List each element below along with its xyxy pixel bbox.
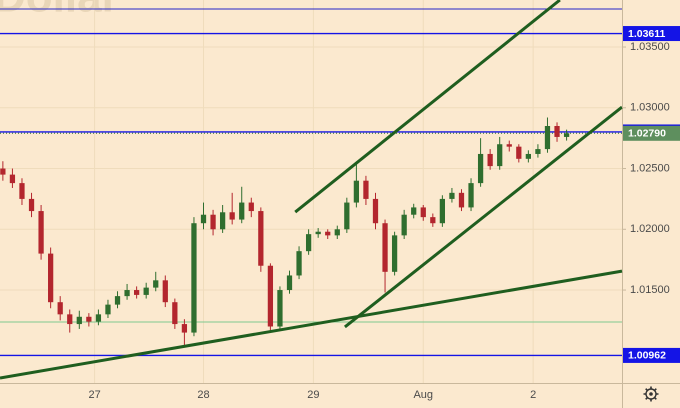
candle-body [258,211,264,266]
candle-body [525,153,531,159]
candles [0,117,570,348]
candle-body [439,198,446,224]
trendline [0,269,623,380]
candle-body [105,304,111,315]
candle-body [563,133,570,137]
x-tick-label: 28 [197,389,209,401]
candle-body [554,126,560,137]
price-tag-label: 1.02790 [628,128,666,140]
candle-body [86,316,92,322]
candle-body [353,180,360,203]
candle-body [535,149,541,154]
candle-body [468,183,474,208]
y-tick-label: 1.03000 [630,102,670,114]
candle-body [67,314,73,325]
candle-body [334,229,340,236]
candle-body [382,223,388,272]
candle-body [315,231,321,235]
candle-body [9,174,16,184]
price-tag [623,125,680,141]
candle-body [0,168,6,175]
y-tick-label: 1.01500 [630,284,670,296]
candle-body [325,231,331,236]
candle-body [134,290,140,295]
candle-body [200,214,207,224]
trendline [343,105,623,329]
trendline [294,0,561,214]
candle-body [219,212,226,230]
x-tick-label: 29 [307,389,319,401]
candle-body [487,153,493,167]
gear-hub [649,392,653,396]
candle-body [506,144,512,147]
y-tick-label: 1.02500 [630,162,670,174]
settings-button[interactable] [643,386,659,402]
candle-body [114,296,121,305]
candle-body [516,146,522,159]
candle-body [153,280,159,288]
candle-body [449,192,455,199]
candle-body [229,212,235,220]
price-tag-label: 1.03611 [628,28,666,40]
candle-body [420,207,426,218]
candle-body [296,251,302,276]
x-tick-label: 2 [530,389,536,401]
price-tag [623,347,680,363]
candle-body [38,211,44,254]
candle-body [305,234,312,252]
candle-body [363,180,369,199]
levels [0,8,622,357]
candle-body [181,324,188,333]
candle-body [172,302,178,325]
candle-body [210,214,216,230]
candle-body [267,265,274,327]
candle-body [95,314,102,322]
price-tag-label: 1.00962 [628,350,666,362]
trendlines [0,0,623,380]
candle-body [28,198,35,212]
candle-body [19,183,25,199]
x-tick-label: 27 [88,389,100,401]
candle-body [497,144,503,167]
price-axis-panel [622,0,680,408]
price-tag [623,26,680,42]
candle-body [277,290,283,327]
candle-body [411,207,417,215]
candle-body [344,202,350,230]
candle-body [143,287,149,295]
candle-body [124,290,130,297]
candle-body [48,253,54,303]
axes: 1.03500 1.03000 1.02500 1.02000 1.01500 27 28 2… [88,26,680,401]
candle-body [544,126,551,150]
plot-background [0,0,622,383]
candle-body [286,275,293,291]
time-axis-panel [0,383,622,408]
candle-body [76,316,82,325]
candle-body [57,302,63,315]
candle-body [239,202,245,220]
gear-teeth [643,386,659,402]
candle-body [401,214,407,236]
y-tick-label: 1.03500 [630,41,670,53]
candle-body [191,223,197,333]
candle-body [372,198,379,224]
candle-body [458,192,465,208]
candle-body [391,235,398,272]
candle-body [162,280,168,303]
candle-body [248,202,254,212]
candle-body [430,217,436,224]
x-tick-label: Aug [413,389,433,401]
candle-body [477,153,484,184]
watermark: Dollar [0,0,119,22]
y-tick-label: 1.02000 [630,223,670,235]
